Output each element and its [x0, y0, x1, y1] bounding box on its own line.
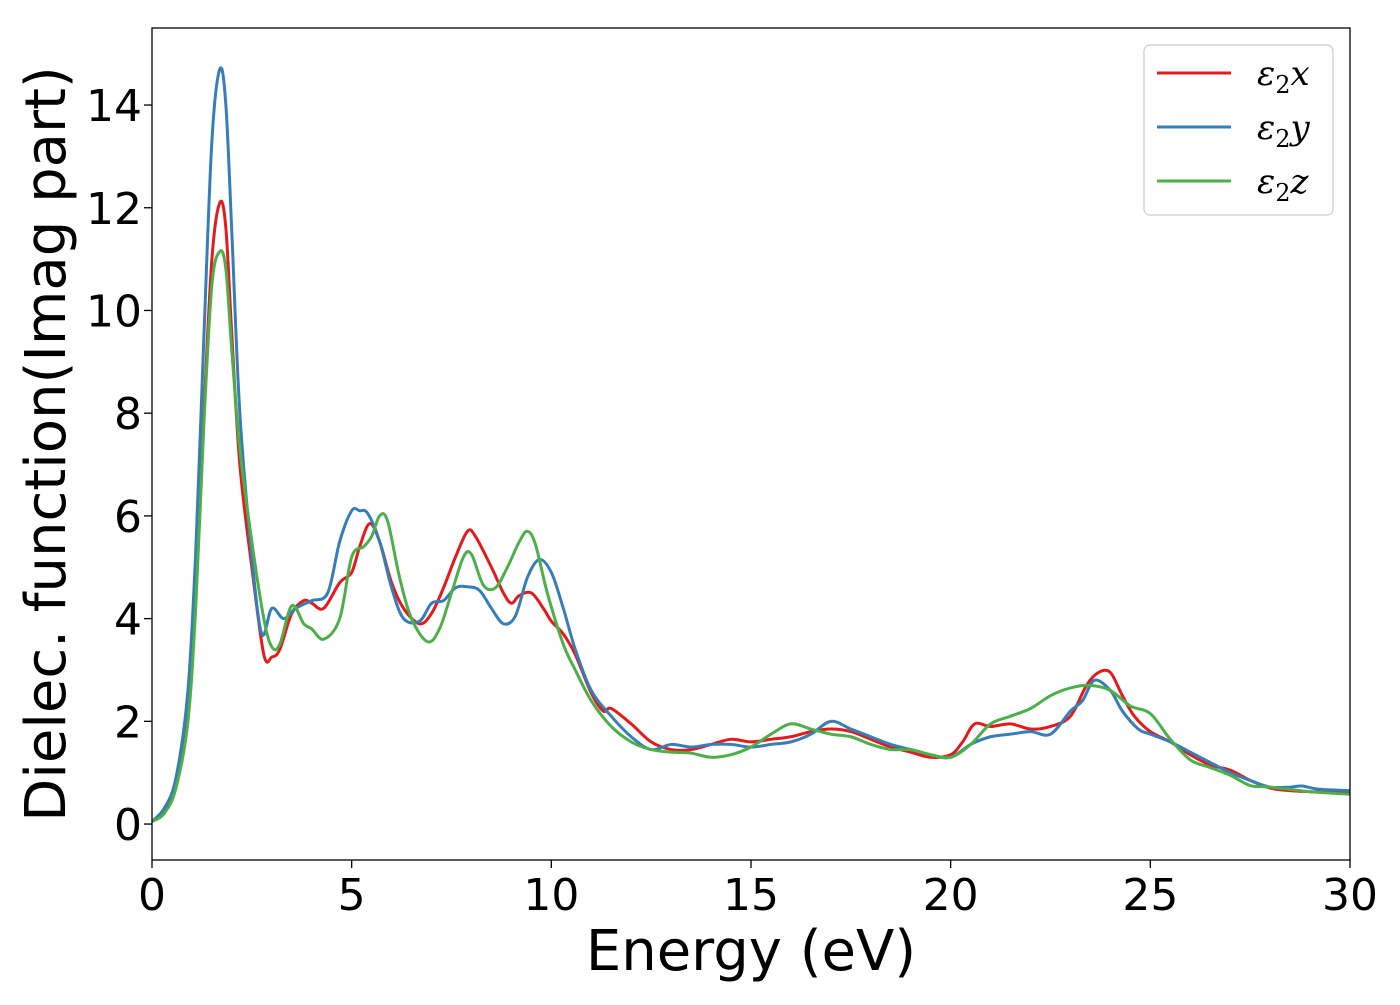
legend-item-x: ε2x [1157, 54, 1310, 99]
y-tick-label: 4 [114, 595, 142, 646]
y-axis-title: Dielec. function(Imag part) [14, 66, 79, 822]
y-tick-label: 6 [114, 492, 142, 543]
legend-box [1143, 44, 1334, 216]
legend-items: ε2x ε2y ε2z [1157, 54, 1311, 207]
series-line-x [152, 199, 1350, 823]
legend-item-z: ε2z [1157, 162, 1310, 207]
x-axis-title: Energy (eV) [586, 919, 916, 984]
legend-label: ε2y [1257, 108, 1311, 153]
y-tick-label: 2 [114, 697, 142, 748]
x-tick-label: 15 [723, 870, 779, 921]
x-tick-label: 5 [338, 870, 366, 921]
y-tick-label: 8 [114, 389, 142, 440]
y-tick-label: 0 [114, 800, 142, 851]
series-lines-layer [152, 66, 1350, 823]
y-axis-ticks: 0 2 4 6 8 10 12 14 [86, 81, 152, 851]
legend-label: ε2z [1257, 162, 1310, 207]
x-axis-ticks: 0 5 10 15 20 25 30 [138, 860, 1378, 921]
legend: ε2x ε2y ε2z [1143, 44, 1334, 216]
y-tick-label: 14 [86, 81, 142, 132]
x-tick-label: 0 [138, 870, 166, 921]
x-tick-label: 10 [523, 870, 579, 921]
legend-item-y: ε2y [1157, 108, 1311, 153]
x-tick-label: 25 [1122, 870, 1178, 921]
x-tick-label: 30 [1322, 870, 1378, 921]
y-tick-label: 10 [86, 286, 142, 337]
series-line-z [152, 249, 1350, 823]
legend-label: ε2x [1257, 54, 1310, 99]
y-tick-label: 12 [86, 184, 142, 235]
x-tick-label: 20 [923, 870, 979, 921]
